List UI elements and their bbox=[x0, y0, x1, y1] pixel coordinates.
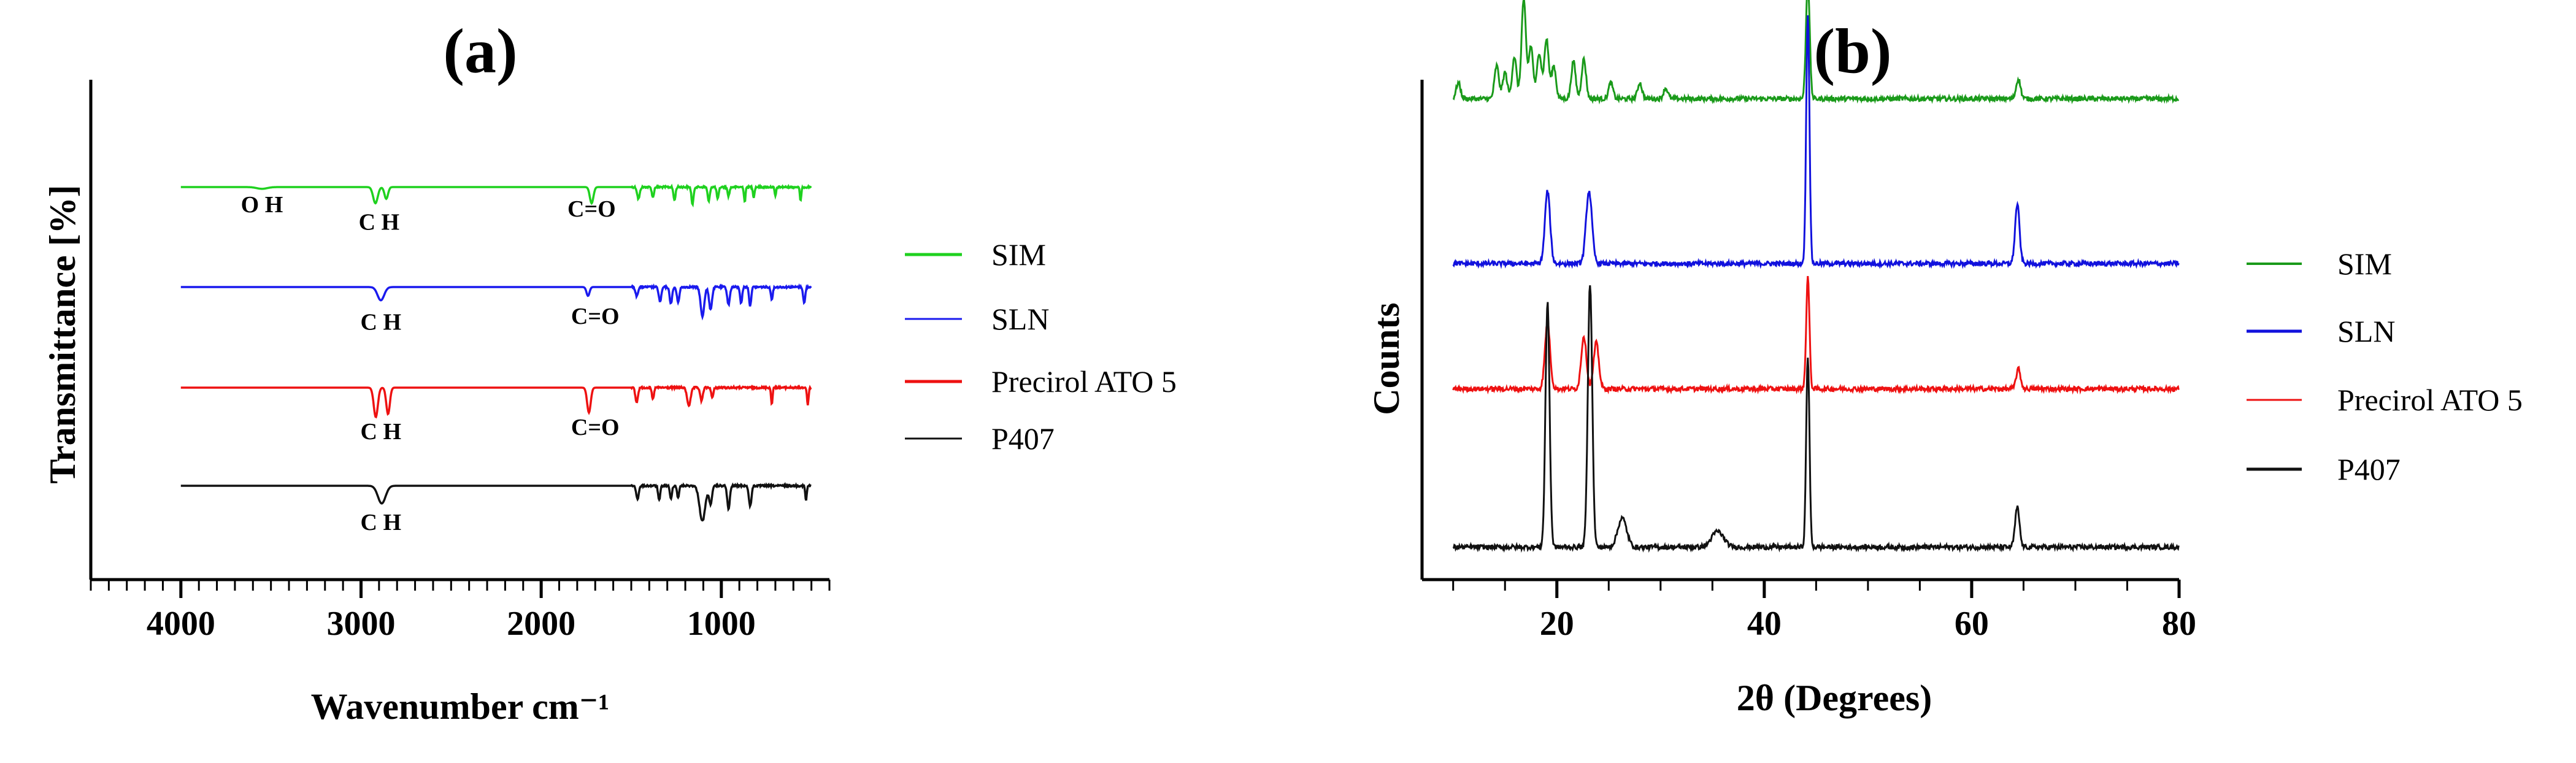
legend-a-label-sim: SIM bbox=[991, 237, 1046, 272]
annotation-c-o: C=O bbox=[571, 304, 620, 329]
panel-a-tick-label: 3000 bbox=[326, 605, 395, 643]
annotation-c-h: C H bbox=[361, 419, 402, 445]
ftir-series-precirol-ato-5 bbox=[180, 384, 812, 419]
legend-a-label-precirol: Precirol ATO 5 bbox=[991, 364, 1177, 399]
panel-a-annotations: O H C H C=O C H C=O C H C=O C H bbox=[241, 192, 620, 535]
legend-a-label-sln: SLN bbox=[991, 302, 1049, 336]
panel-a-title: (a) bbox=[443, 16, 517, 86]
annotation-o-h: O H bbox=[241, 192, 283, 218]
legend-b-label-precirol: Precirol ATO 5 bbox=[2337, 383, 2523, 417]
panel-b-xlabel: 2θ (Degrees) bbox=[1737, 678, 1932, 718]
panel-b-legend: SIM SLN Precirol ATO 5 P407 bbox=[2247, 247, 2523, 486]
panel-b-tick-label: 40 bbox=[1747, 605, 1782, 643]
legend-a-label-p407: P407 bbox=[991, 421, 1055, 456]
panel-b-ylabel: Counts bbox=[1366, 302, 1407, 415]
annotation-c-h: C H bbox=[359, 210, 400, 236]
panel-a-legend: SIM SLN Precirol ATO 5 P407 bbox=[905, 237, 1177, 456]
xrd-series-sln bbox=[1452, 15, 2180, 270]
ftir-panel: (a) Transmittance [%] Wavenumber cm⁻¹ 40… bbox=[42, 16, 1177, 727]
ftir-series-sln bbox=[180, 283, 812, 321]
xrd-panel: (b) Counts 2θ (Degrees) 20 40 60 80 SIM SLN… bbox=[1366, 0, 2523, 718]
annotation-c-o: C=O bbox=[571, 415, 620, 440]
panel-a-tick-label: 4000 bbox=[147, 605, 215, 643]
panel-a-axes: 4000 3000 2000 1000 bbox=[89, 80, 831, 643]
xrd-series-sim bbox=[1452, 0, 2180, 105]
ftir-series-p407 bbox=[180, 481, 812, 522]
annotation-c-h: C H bbox=[361, 310, 402, 335]
panel-b-axes: 20 40 60 80 bbox=[1420, 80, 2196, 643]
panel-b-tick-label: 20 bbox=[1540, 605, 1574, 643]
panel-a-tick-label: 1000 bbox=[687, 605, 756, 643]
legend-b-label-p407: P407 bbox=[2337, 452, 2401, 486]
annotation-c-o: C=O bbox=[567, 196, 616, 222]
panel-b-series-group bbox=[1452, 0, 2180, 553]
panel-b-tick-label: 60 bbox=[1955, 605, 1989, 643]
panel-b-title: (b) bbox=[1813, 16, 1891, 86]
panel-a-tick-label: 2000 bbox=[507, 605, 575, 643]
panel-a-xlabel: Wavenumber cm⁻¹ bbox=[311, 686, 610, 727]
panel-b-tick-label: 80 bbox=[2162, 605, 2196, 643]
ftir-series-sim bbox=[180, 183, 812, 208]
xrd-series-precirol-ato-5 bbox=[1452, 275, 2180, 395]
legend-b-label-sim: SIM bbox=[2337, 247, 2392, 281]
xrd-series-p407 bbox=[1452, 285, 2180, 553]
panel-a-ylabel: Transmittance [%] bbox=[42, 185, 83, 483]
legend-b-label-sln: SLN bbox=[2337, 314, 2395, 348]
annotation-c-h: C H bbox=[361, 510, 402, 535]
panel-a-series-group bbox=[180, 183, 812, 522]
